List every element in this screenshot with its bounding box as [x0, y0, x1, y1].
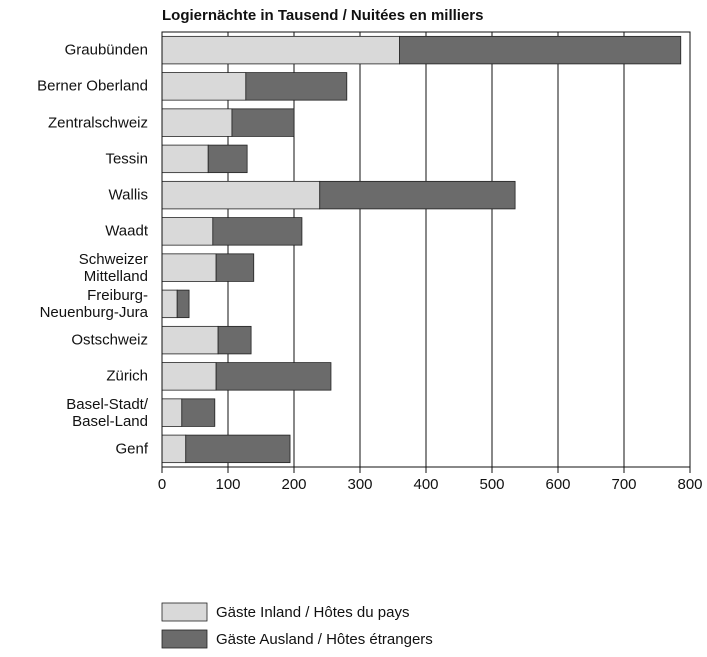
bar-segment [161, 362, 217, 391]
bar-segment [161, 398, 183, 427]
bar-segment [161, 35, 401, 65]
y-tick-label: Berner Oberland [37, 77, 148, 95]
bar-segment [207, 144, 248, 174]
bar-segment [161, 434, 187, 464]
bar-segment [161, 325, 219, 355]
x-tick-label: 700 [611, 476, 636, 493]
x-tick-label: 800 [677, 476, 702, 493]
y-tick-label: Genf [115, 440, 148, 458]
bar-segment [217, 325, 252, 355]
bar-segment [319, 180, 516, 210]
bar-segment [176, 289, 190, 319]
bar-segment [399, 35, 682, 65]
bar-segment [212, 217, 303, 246]
x-tick-label: 300 [347, 476, 372, 493]
y-tick-label: Zentralschweiz [47, 114, 148, 132]
bar-segment [215, 253, 255, 282]
bar-segment [161, 72, 247, 101]
y-tick-label: Waadt [105, 222, 148, 240]
y-tick-label: Graubünden [64, 41, 148, 59]
x-tick-label: 200 [281, 476, 306, 493]
y-tick-label: Freiburg- Neuenburg-Jura [39, 286, 148, 321]
y-tick-label: Zürich [106, 367, 148, 385]
y-tick-label: Tessin [105, 150, 148, 168]
x-tick-label: 600 [545, 476, 570, 493]
y-tick-label: Wallis [108, 186, 148, 204]
bar-segment [161, 253, 217, 282]
bar-segment [161, 217, 214, 246]
plot-frame [161, 31, 691, 468]
y-tick-label: Basel-Stadt/ Basel-Land [66, 395, 148, 430]
bar-segment [245, 72, 348, 101]
bar-segment [161, 144, 209, 174]
x-tick-label: 500 [479, 476, 504, 493]
x-tick-label: 0 [158, 476, 166, 493]
legend-label: Gäste Inland / Hôtes du pays [216, 604, 409, 621]
legend-swatch [161, 602, 208, 622]
y-tick-label: Ostschweiz [71, 331, 148, 349]
x-tick-label: 100 [215, 476, 240, 493]
bar-segment [185, 434, 291, 464]
bar-segment [181, 398, 216, 427]
chart-title: Logiernächte in Tausend / Nuitées en mil… [162, 7, 483, 24]
x-tick-label: 400 [413, 476, 438, 493]
bar-segment [215, 362, 332, 391]
legend-swatch [161, 629, 208, 649]
y-tick-label: Schweizer Mittelland [78, 250, 148, 285]
bar-segment [161, 289, 178, 319]
bar-segment [161, 180, 321, 210]
legend-label: Gäste Ausland / Hôtes étrangers [216, 631, 433, 648]
bar-segment [161, 108, 233, 137]
bar-segment [231, 108, 295, 137]
